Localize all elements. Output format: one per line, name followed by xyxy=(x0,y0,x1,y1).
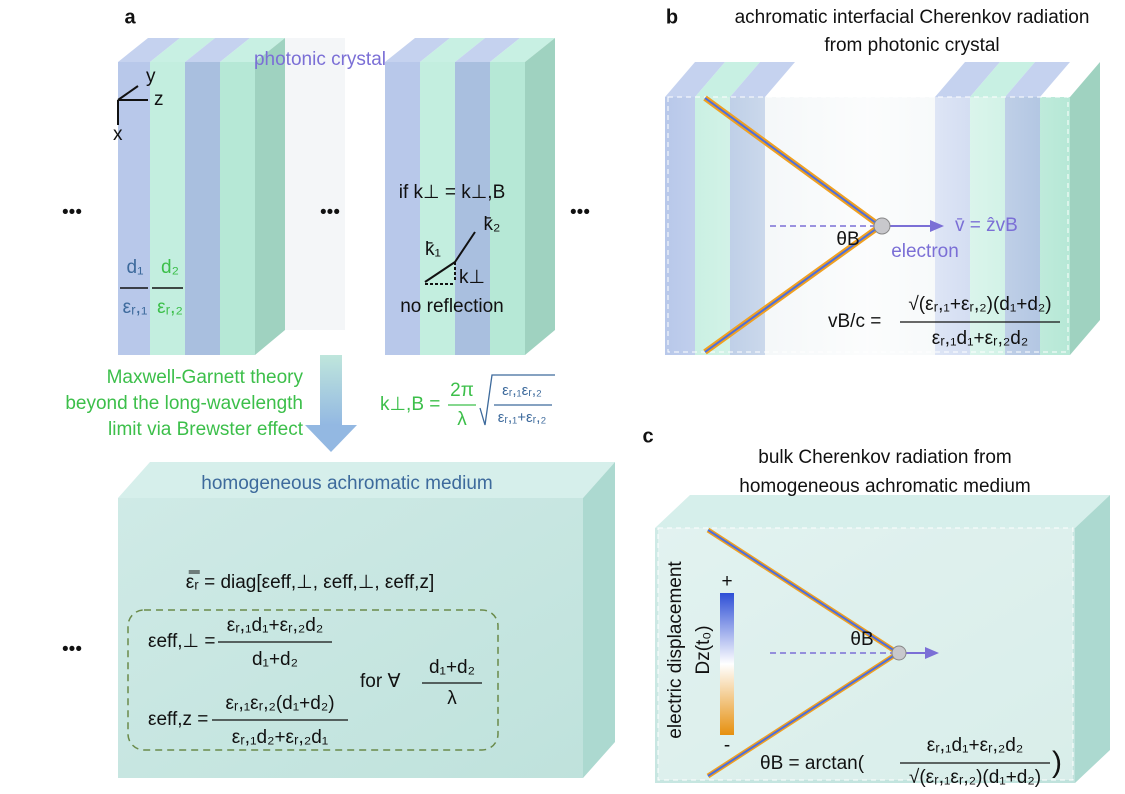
theory-line: beyond the long-wavelength xyxy=(65,393,303,414)
ellipsis: ••• xyxy=(62,639,82,660)
theory-line: limit via Brewster effect xyxy=(108,419,304,440)
panel-title: bulk Cherenkov radiation from xyxy=(758,447,1011,468)
formula-num: εᵣ,₁εᵣ,₂ xyxy=(502,382,542,399)
ellipsis: ••• xyxy=(62,202,82,223)
formula-den: √(εᵣ,₁εᵣ,₂)(d₁+d₂) xyxy=(909,767,1041,788)
axis-label: x xyxy=(113,124,123,145)
kperp-label: k⊥ xyxy=(459,267,485,288)
formula-lhs: εeff,z = xyxy=(148,709,208,730)
formula-den: d₁+d₂ xyxy=(252,649,298,670)
medium-box xyxy=(118,462,615,778)
panel-title: from photonic crystal xyxy=(824,35,999,56)
formula-rhs: ) xyxy=(1052,746,1062,779)
formula-num: 2π xyxy=(450,380,474,401)
eps1: εᵣ,₁ xyxy=(123,297,148,318)
panel-label: a xyxy=(124,6,136,28)
formula-lhs: k⊥,B = xyxy=(380,394,440,415)
down-arrow xyxy=(320,355,342,425)
crystal-title: photonic crystal xyxy=(254,49,386,70)
eps2: εᵣ,₂ xyxy=(157,297,183,318)
tensor: ε̿ᵣ = diag[εeff,⊥, εeff,⊥, εeff,z] xyxy=(186,571,434,593)
colorbar-min: - xyxy=(724,735,730,756)
panel-title: homogeneous achromatic medium xyxy=(739,476,1031,497)
panel-label: c xyxy=(642,425,653,447)
formula-num: √(εᵣ,₁+εᵣ,₂)(d₁+d₂) xyxy=(908,294,1051,315)
electron-label: electron xyxy=(891,241,959,262)
formula-lhs: θB = arctan( xyxy=(760,753,865,774)
ellipsis: ••• xyxy=(570,202,590,223)
axis-label: y xyxy=(146,66,156,87)
kb-formula: k⊥,B = 2π λ εᵣ,₁εᵣ,₂ εᵣ,₁+εᵣ,₂ xyxy=(380,375,555,430)
colorbar xyxy=(720,593,734,735)
formula-den: λ xyxy=(457,409,467,430)
d1: d₁ xyxy=(127,257,144,278)
formula-lhs: vB/c = xyxy=(828,311,881,332)
formula-num: εᵣ,₁d₁+εᵣ,₂d₂ xyxy=(227,615,323,636)
condition: if k⊥ = k⊥,B xyxy=(399,182,506,203)
medium-title: homogeneous achromatic medium xyxy=(201,473,493,494)
formula-lhs: for ∀ xyxy=(360,671,400,692)
theta-label: θB xyxy=(850,629,873,650)
panel-label: b xyxy=(666,6,678,28)
formula-den: λ xyxy=(447,688,457,709)
axis-label: z xyxy=(154,89,164,110)
no-reflection: no reflection xyxy=(400,296,504,317)
formula-num: εᵣ,₁d₁+εᵣ,₂d₂ xyxy=(927,735,1023,756)
colorbar-label: electric displacement xyxy=(665,561,686,739)
d2: d₂ xyxy=(161,257,179,278)
colorbar-max: + xyxy=(721,571,732,592)
formula-den: εᵣ,₁d₂+εᵣ,₂d₁ xyxy=(232,727,328,748)
formula-lhs: εeff,⊥ = xyxy=(148,631,215,652)
k1-label: k̄₁ xyxy=(425,239,441,260)
panel-title: achromatic interfacial Cherenkov radiati… xyxy=(735,7,1090,28)
theta-label: θB xyxy=(836,229,859,250)
figure: a photonic crystal y z x ••• ••• ••• •••… xyxy=(0,0,1125,789)
down-arrow-head xyxy=(305,425,357,452)
formula-den: εᵣ,₁d₁+εᵣ,₂d₂ xyxy=(932,328,1028,349)
theory-line: Maxwell-Garnett theory xyxy=(107,367,304,388)
colorbar-quantity: Dz(t₀) xyxy=(693,625,714,674)
k2-label: k̄₂ xyxy=(484,214,501,235)
formula-den: εᵣ,₁+εᵣ,₂ xyxy=(498,409,547,426)
formula-num: d₁+d₂ xyxy=(429,657,475,678)
formula-num: εᵣ,₁εᵣ,₂(d₁+d₂) xyxy=(225,693,334,714)
velocity-label: v̄ = ẑvB xyxy=(955,215,1018,236)
ellipsis: ••• xyxy=(320,202,340,223)
